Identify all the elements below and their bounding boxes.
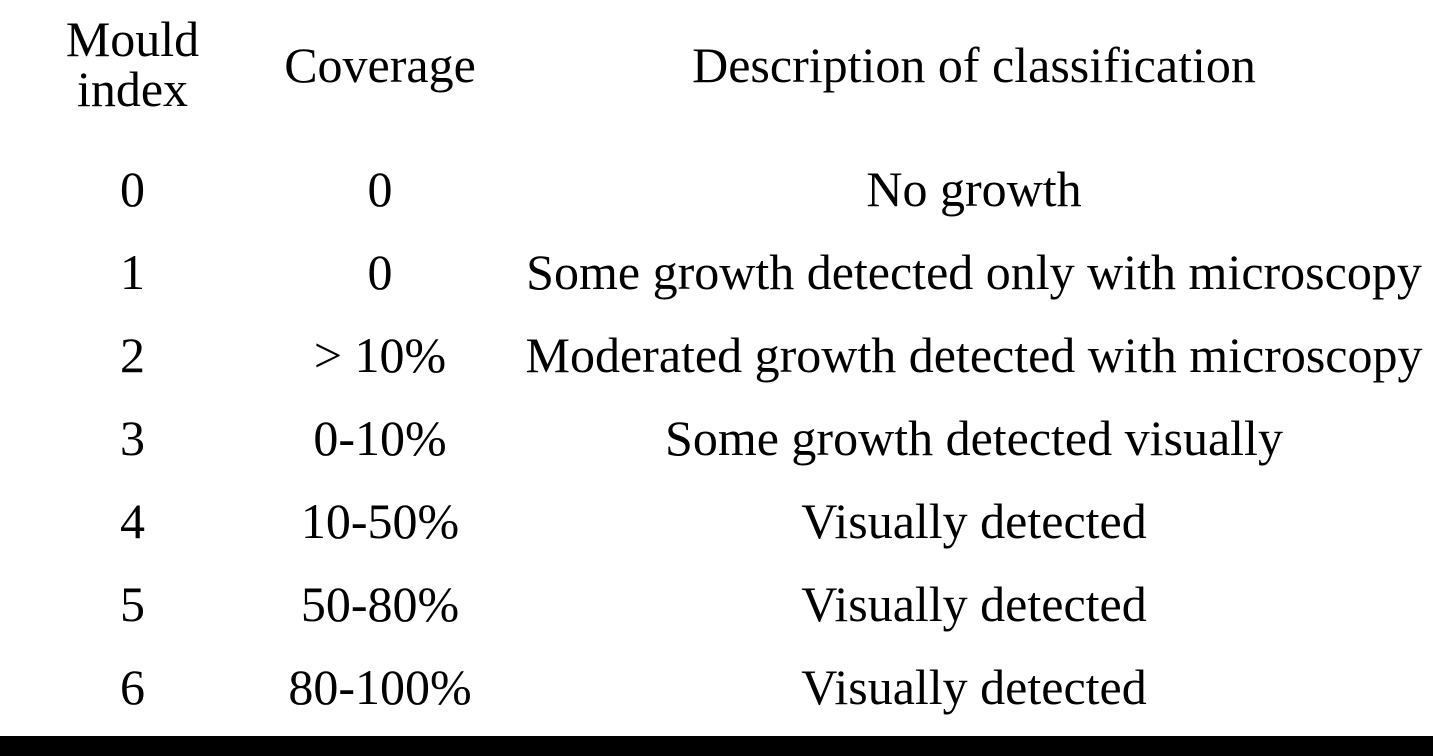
row-1-coverage: 0 [367, 244, 393, 300]
row-0-description: No growth [866, 161, 1082, 217]
row-4-coverage: 10-50% [300, 493, 460, 549]
header-coverage: Coverage [284, 37, 476, 93]
row-4-index: 4 [120, 493, 145, 549]
row-0-index: 0 [120, 161, 145, 217]
row-6-description: Visually detected [801, 659, 1147, 715]
row-6-index: 6 [120, 659, 145, 715]
row-3-coverage: 0-10% [313, 410, 447, 466]
row-5-coverage: 50-80% [300, 576, 460, 632]
row-3-index: 3 [120, 410, 145, 466]
row-2-description: Moderated growth detected with microscop… [525, 327, 1423, 383]
table-bottom-rule [0, 736, 1433, 756]
row-3-description: Some growth detected visually [665, 410, 1283, 466]
header-mould-index-line2: index [76, 61, 189, 117]
row-5-index: 5 [120, 576, 145, 632]
row-0-coverage: 0 [367, 161, 393, 217]
row-1-index: 1 [120, 244, 145, 300]
header-mould-index: Mould index [50, 14, 215, 114]
row-2-coverage: > 10% [313, 327, 447, 383]
row-2-index: 2 [120, 327, 145, 383]
row-4-description: Visually detected [801, 493, 1147, 549]
row-1-description: Some growth detected only with microscop… [526, 244, 1422, 300]
row-5-description: Visually detected [801, 576, 1147, 632]
header-mould-index-line1: Mould [65, 11, 200, 67]
row-6-coverage: 80-100% [288, 659, 472, 715]
header-description: Description of classification [692, 37, 1256, 93]
